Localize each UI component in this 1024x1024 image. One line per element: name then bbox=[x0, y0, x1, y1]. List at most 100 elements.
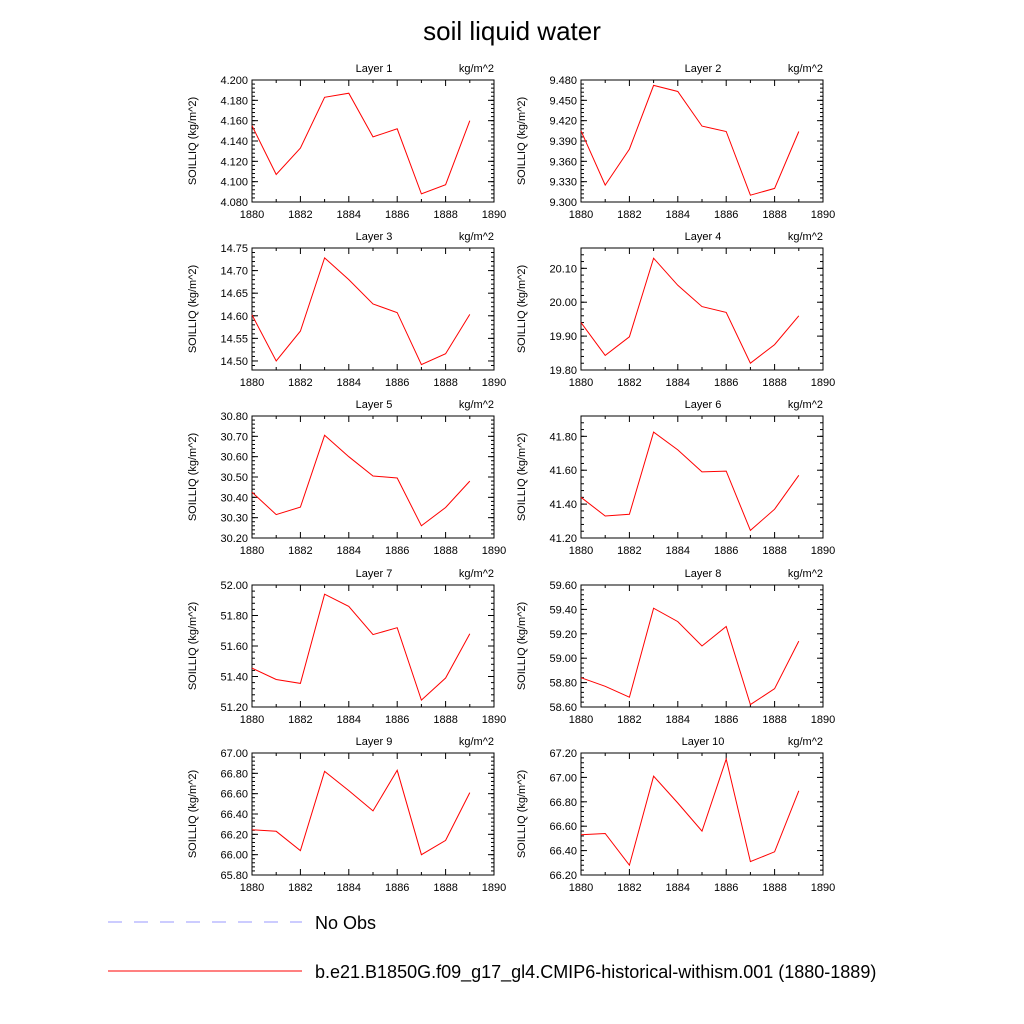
x-tick-label: 1882 bbox=[288, 377, 312, 389]
x-tick-label: 1890 bbox=[811, 209, 835, 221]
y-tick-label: 19.90 bbox=[549, 331, 577, 343]
x-tick-label: 1886 bbox=[714, 209, 738, 221]
x-tick-label: 1886 bbox=[714, 882, 738, 894]
x-tick-label: 1890 bbox=[811, 377, 835, 389]
y-tick-label: 41.20 bbox=[549, 533, 577, 545]
y-tick-label: 65.80 bbox=[220, 870, 248, 882]
plot-frame bbox=[251, 79, 495, 203]
x-tick-label: 1882 bbox=[617, 714, 641, 726]
y-tick-label: 66.40 bbox=[549, 846, 577, 858]
y-tick-label: 20.00 bbox=[549, 297, 577, 309]
x-tick-label: 1888 bbox=[762, 714, 786, 726]
plot-frame bbox=[251, 752, 495, 876]
y-tick-label: 14.60 bbox=[220, 311, 248, 323]
y-tick-label: 66.60 bbox=[220, 789, 248, 801]
x-tick-label: 1884 bbox=[337, 545, 361, 557]
y-tick-label: 67.20 bbox=[549, 748, 577, 760]
x-tick-label: 1884 bbox=[337, 209, 361, 221]
x-tick-label: 1882 bbox=[288, 545, 312, 557]
x-tick-label: 1890 bbox=[811, 714, 835, 726]
panel-title: Layer 1 bbox=[356, 63, 393, 75]
panel-layer-10: 1880 1882 1884 1886 1888 1890 66.20 66.40 66.60 6… bbox=[516, 736, 835, 894]
x-tick-label: 1890 bbox=[482, 882, 506, 894]
figure-title: soil liquid water bbox=[423, 16, 601, 46]
y-tick-label: 9.300 bbox=[549, 197, 577, 209]
x-tick-label: 1882 bbox=[288, 209, 312, 221]
x-tick-label: 1880 bbox=[569, 714, 593, 726]
x-tick-label: 1884 bbox=[337, 714, 361, 726]
x-tick-label: 1880 bbox=[240, 209, 264, 221]
panel-title: Layer 8 bbox=[685, 568, 722, 580]
series-line bbox=[580, 757, 800, 867]
x-tick-label: 1880 bbox=[569, 545, 593, 557]
x-tick-label: 1888 bbox=[762, 882, 786, 894]
y-tick-label: 30.40 bbox=[220, 492, 248, 504]
panel-layer-4: 1880 1882 1884 1886 1888 1890 19.80 19.90 20.00 2… bbox=[516, 231, 835, 389]
series-line bbox=[580, 257, 800, 364]
y-tick-label: 30.50 bbox=[220, 472, 248, 484]
x-tick-label: 1880 bbox=[240, 882, 264, 894]
y-tick-label: 66.80 bbox=[220, 768, 248, 780]
x-tick-label: 1884 bbox=[666, 882, 690, 894]
x-tick-label: 1880 bbox=[240, 714, 264, 726]
x-tick-label: 1882 bbox=[617, 882, 641, 894]
y-tick-label: 67.00 bbox=[220, 748, 248, 760]
x-tick-label: 1888 bbox=[762, 209, 786, 221]
x-tick-label: 1890 bbox=[811, 882, 835, 894]
x-tick-label: 1886 bbox=[385, 209, 409, 221]
y-tick-label: 58.60 bbox=[549, 702, 577, 714]
x-tick-label: 1880 bbox=[240, 545, 264, 557]
series-line bbox=[251, 92, 471, 195]
panel-layer-5: 1880 1882 1884 1886 1888 1890 30.20 30.30 30.40 3… bbox=[187, 399, 506, 557]
x-tick-label: 1888 bbox=[762, 545, 786, 557]
panel-grid: 1880 1882 1884 1886 1888 1890 4.080 4.100 4.120 4… bbox=[187, 63, 835, 894]
x-tick-label: 1884 bbox=[666, 545, 690, 557]
x-tick-label: 1880 bbox=[240, 377, 264, 389]
panel-layer-3: 1880 1882 1884 1886 1888 1890 14.50 14.55 14.60 1… bbox=[187, 231, 506, 389]
x-tick-label: 1884 bbox=[666, 714, 690, 726]
y-tick-label: 41.60 bbox=[549, 465, 577, 477]
panel-units: kg/m^2 bbox=[459, 231, 494, 243]
x-tick-label: 1882 bbox=[617, 545, 641, 557]
plot-frame bbox=[251, 415, 495, 539]
x-tick-label: 1890 bbox=[811, 545, 835, 557]
y-tick-label: 58.80 bbox=[549, 678, 577, 690]
x-tick-label: 1890 bbox=[482, 209, 506, 221]
y-axis-label: SOILLIQ (kg/m^2) bbox=[516, 97, 528, 185]
y-axis-label: SOILLIQ (kg/m^2) bbox=[187, 433, 199, 521]
y-tick-label: 67.00 bbox=[549, 772, 577, 784]
panel-units: kg/m^2 bbox=[788, 736, 823, 748]
x-tick-label: 1888 bbox=[433, 209, 457, 221]
panel-title: Layer 2 bbox=[685, 63, 722, 75]
legend: No Obs b.e21.B1850G.f09_g17_gl4.CMIP6-hi… bbox=[108, 913, 876, 983]
legend-model-label: b.e21.B1850G.f09_g17_gl4.CMIP6-historica… bbox=[315, 962, 876, 983]
y-tick-label: 9.360 bbox=[549, 156, 577, 168]
x-tick-label: 1886 bbox=[385, 377, 409, 389]
y-axis-label: SOILLIQ (kg/m^2) bbox=[187, 265, 199, 353]
x-tick-label: 1882 bbox=[617, 377, 641, 389]
y-tick-label: 59.60 bbox=[549, 580, 577, 592]
x-tick-label: 1880 bbox=[569, 377, 593, 389]
series-line bbox=[580, 607, 800, 706]
x-tick-label: 1888 bbox=[762, 377, 786, 389]
plot-frame bbox=[580, 415, 824, 539]
x-tick-label: 1886 bbox=[714, 714, 738, 726]
panel-units: kg/m^2 bbox=[459, 63, 494, 75]
y-tick-label: 30.30 bbox=[220, 513, 248, 525]
y-tick-label: 9.480 bbox=[549, 75, 577, 87]
panel-layer-8: 1880 1882 1884 1886 1888 1890 58.60 58.80 59.00 5… bbox=[516, 568, 835, 726]
y-tick-label: 51.60 bbox=[220, 641, 248, 653]
y-tick-label: 51.80 bbox=[220, 611, 248, 623]
x-tick-label: 1880 bbox=[569, 882, 593, 894]
series-line bbox=[251, 434, 471, 527]
plot-frame bbox=[580, 79, 824, 203]
x-tick-label: 1886 bbox=[385, 882, 409, 894]
y-tick-label: 14.75 bbox=[220, 243, 248, 255]
y-tick-label: 14.55 bbox=[220, 333, 248, 345]
plot-frame bbox=[251, 584, 495, 708]
y-tick-label: 14.65 bbox=[220, 288, 248, 300]
x-tick-label: 1886 bbox=[385, 545, 409, 557]
panel-units: kg/m^2 bbox=[788, 399, 823, 411]
y-axis-label: SOILLIQ (kg/m^2) bbox=[516, 602, 528, 690]
